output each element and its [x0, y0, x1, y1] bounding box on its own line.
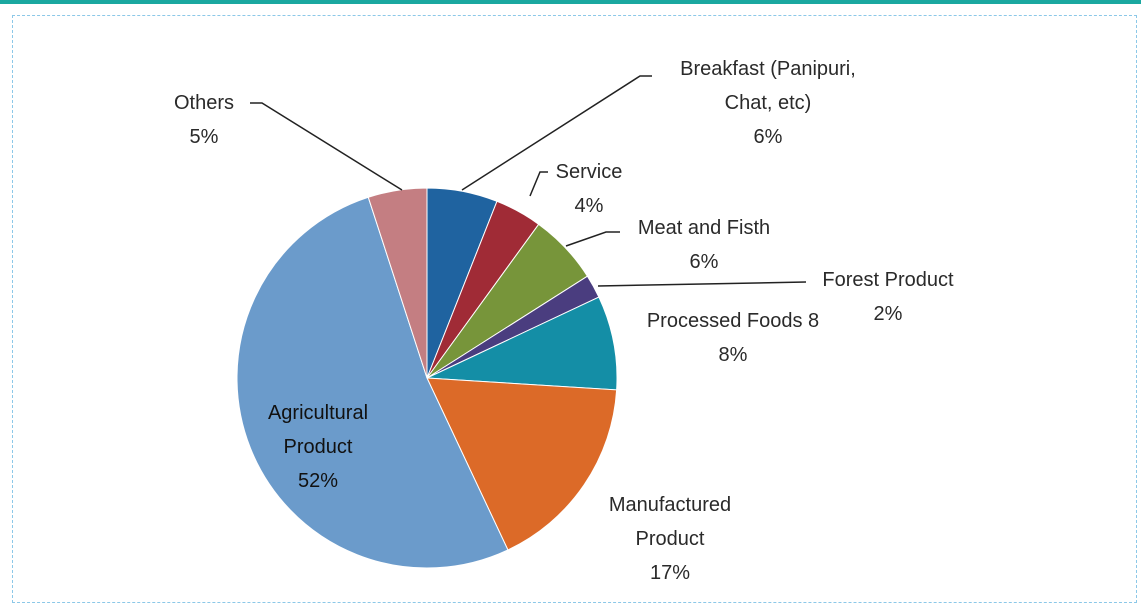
slice-label: Processed Foods 8 8%	[633, 304, 833, 372]
percent-label: 4%	[574, 195, 604, 217]
category-name: Forest Product	[822, 269, 954, 291]
pie-slice	[367, 187, 428, 379]
slice-label: Forest Product 2%	[803, 263, 973, 331]
percent-label: 6%	[753, 126, 783, 148]
category-name: Breakfast (Panipuri, Chat, etc)	[680, 58, 856, 114]
category-name: Service	[555, 161, 623, 183]
category-name: Manufactured Product	[608, 494, 732, 550]
slice-label: Others 5%	[154, 86, 254, 154]
pie-slice	[236, 196, 509, 569]
category-name: Processed Foods 8	[646, 310, 820, 332]
slice-label: Manufactured Product 17%	[595, 488, 745, 590]
pie-slice	[426, 377, 618, 551]
leader-line	[529, 171, 548, 197]
percent-label: 2%	[873, 303, 903, 325]
chart-frame	[12, 15, 1137, 603]
leader-line	[461, 75, 652, 191]
leader-line	[250, 102, 403, 191]
pie-slice	[426, 296, 618, 391]
category-name: Agricultural Product	[267, 402, 369, 458]
slice-label: Breakfast (Panipuri, Chat, etc) 6%	[663, 52, 873, 154]
top-bar	[0, 0, 1141, 4]
pie	[236, 187, 618, 569]
percent-label: 6%	[689, 251, 719, 273]
percent-label: 8%	[718, 344, 748, 366]
category-name: Others	[173, 92, 235, 114]
leader-line	[565, 231, 620, 247]
percent-label: 52%	[297, 470, 339, 492]
leader-lines	[250, 75, 807, 287]
leader-line	[597, 281, 807, 287]
slice-label: Meat and Fisth 6%	[604, 211, 804, 279]
percent-label: 17%	[649, 562, 691, 584]
slice-label: Service 4%	[539, 155, 639, 223]
slice-label: Agricultural Product 52%	[248, 396, 388, 498]
percent-label: 5%	[189, 126, 219, 148]
category-name: Meat and Fisth	[637, 217, 771, 239]
